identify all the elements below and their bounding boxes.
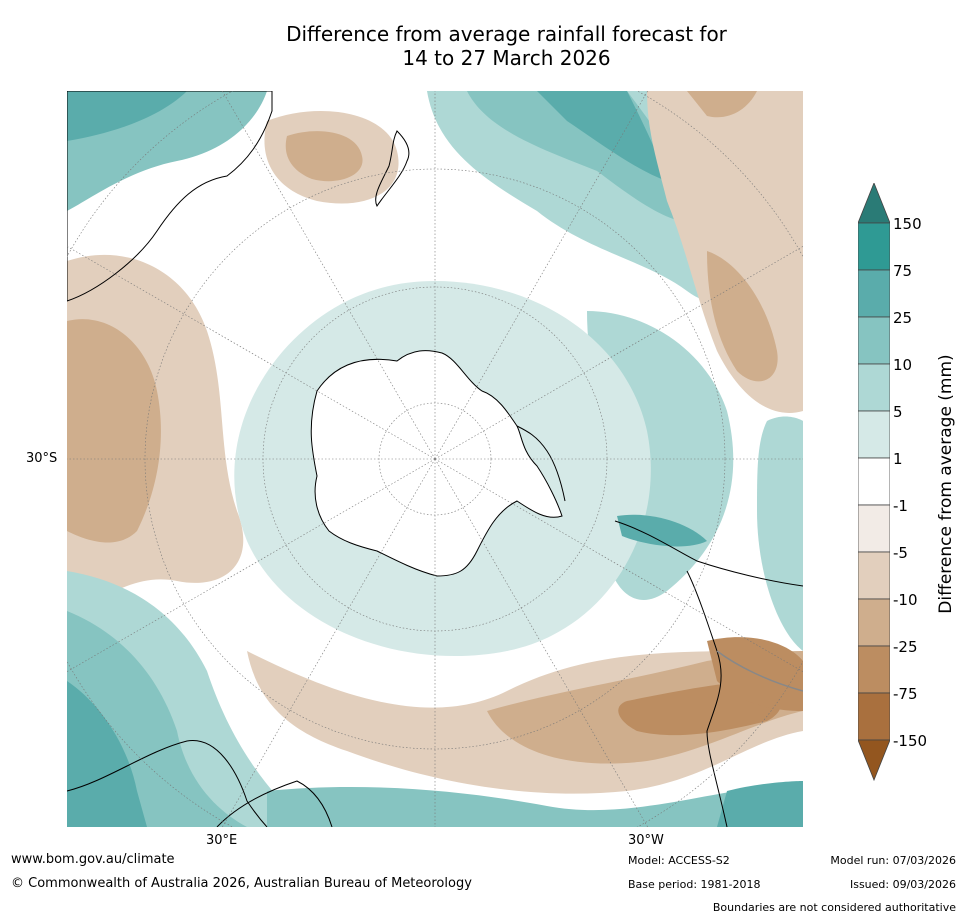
south-america-boundary: [716, 650, 803, 692]
lat-label-30s: 30°S: [26, 451, 58, 466]
title-line-2: 14 to 27 March 2026: [402, 46, 611, 70]
footer-url[interactable]: www.bom.gov.au/climate: [11, 852, 175, 867]
wet-region-bottom-left-core: [67, 681, 147, 827]
colorbar-segment: [858, 504, 890, 553]
colorbar-tick: 150: [893, 215, 922, 233]
graticule: [67, 91, 803, 827]
dry-region-tasman-core: [285, 131, 363, 182]
colorbar-segment: [858, 457, 890, 506]
colorbar-segment: [858, 410, 890, 459]
footer-base-period: Base period: 1981-2018: [628, 878, 761, 891]
footer-issued: Issued: 09/03/2026: [849, 878, 956, 891]
footer-model-run: Model run: 07/03/2026: [830, 854, 956, 867]
colorbar-segment: [858, 222, 890, 271]
colorbar-segment: [858, 269, 890, 318]
colorbar-tick: -150: [893, 732, 928, 750]
wet-region-top-right-dark: [537, 91, 667, 181]
colorbar-tick: 75: [893, 262, 913, 280]
colorbar-segment-under: [858, 739, 890, 782]
australia-coast: [67, 91, 273, 302]
dry-region-west-core: [67, 319, 161, 543]
footer-model: Model: ACCESS-S2: [628, 854, 730, 867]
africa-coast: [67, 740, 268, 827]
antarctic-peninsula: [516, 425, 566, 502]
footer-disclaimer: Boundaries are not considered authoritat…: [712, 901, 956, 914]
colorbar-tick: -10: [893, 591, 918, 609]
title-line-1: Difference from average rainfall forecas…: [286, 22, 727, 46]
colorbar-tick: -1: [893, 497, 908, 515]
colorbar-segment: [858, 363, 890, 412]
wet-region-bottom-right: [717, 781, 803, 827]
colorbar-segment: [858, 645, 890, 694]
wet-region-drake: [617, 514, 707, 547]
africa-coast-south: [216, 780, 333, 827]
colorbar-title: Difference from average (mm): [936, 354, 956, 614]
dry-region-top-right-core: [687, 91, 757, 118]
rainfall-anomaly-map: [67, 91, 803, 827]
south-america-coast: [614, 520, 803, 827]
wet-region-top-left-core: [67, 91, 187, 141]
colorbar-segment-over: [858, 183, 890, 224]
dry-region-right-core: [707, 251, 778, 382]
wet-region-far-right: [757, 416, 803, 651]
colorbar-tick: -5: [893, 544, 908, 562]
antarctica: [310, 350, 563, 577]
lon-label-30w: 30°W: [628, 833, 664, 848]
colorbar-tick: 25: [893, 309, 913, 327]
colorbar-tick: -75: [893, 685, 918, 703]
wet-region-bottom: [267, 781, 803, 827]
lon-label-30e: 30°E: [206, 833, 238, 848]
colorbar-segment: [858, 551, 890, 600]
wet-region-top-right-core: [467, 91, 707, 223]
colorbar-segment: [858, 598, 890, 647]
colorbar-tick: 1: [893, 450, 903, 468]
colorbar-tick: 10: [893, 356, 913, 374]
colorbar-tick: 5: [893, 403, 903, 421]
new-zealand: [375, 130, 410, 207]
colorbar-tick: -25: [893, 638, 918, 656]
colorbar: [858, 183, 890, 782]
footer-copyright: © Commonwealth of Australia 2026, Austra…: [11, 876, 472, 891]
map-title: Difference from average rainfall forecas…: [0, 22, 965, 70]
colorbar-segment: [858, 692, 890, 741]
colorbar-segment: [858, 316, 890, 365]
